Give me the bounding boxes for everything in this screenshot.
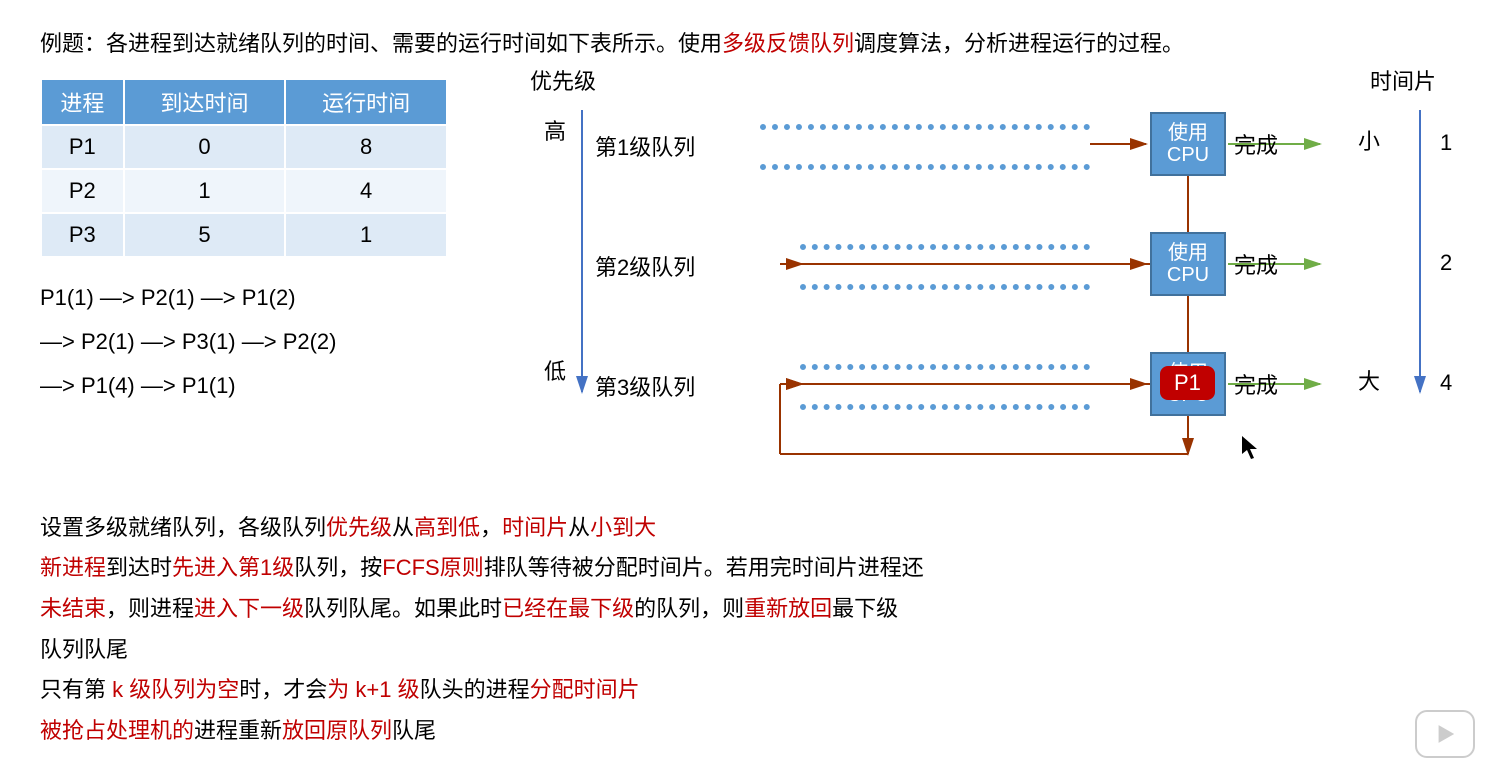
explain-segment: 到达时 — [106, 555, 172, 580]
complete-label: 完成 — [1234, 368, 1278, 400]
explain-segment: 先进入第1级 — [172, 555, 294, 580]
explain-segment: 从 — [392, 515, 414, 540]
table-cell: P1 — [41, 125, 124, 169]
table-cell: P3 — [41, 213, 124, 257]
current-process-badge: P1 — [1160, 366, 1215, 400]
cpu-label-top: 使用 — [1168, 242, 1208, 264]
explain-segment: 放回原队列 — [282, 718, 392, 743]
table-cell: 4 — [285, 169, 447, 213]
queue-label: 第3级队列 — [595, 370, 695, 402]
explain-segment: 进入下一级 — [194, 596, 304, 621]
table-row: P214 — [41, 169, 447, 213]
explain-segment: 队列，按 — [294, 555, 382, 580]
cpu-label-bottom: CPU — [1167, 264, 1209, 286]
queue-lane — [800, 364, 1090, 370]
queue-lane — [760, 164, 1090, 170]
exec-line: P1(1) —> P2(1) —> P1(2) — [40, 276, 500, 320]
explain-segment: 新进程 — [40, 555, 106, 580]
explain-segment: 从 — [568, 515, 590, 540]
table-row: P351 — [41, 213, 447, 257]
explain-segment: 时间片 — [502, 515, 568, 540]
explanation-text: 设置多级就绪队列，各级队列优先级从高到低，时间片从小到大新进程到达时先进入第1级… — [40, 508, 1453, 752]
explain-segment: 只有第 — [40, 677, 112, 702]
explain-segment: 高到低 — [414, 515, 480, 540]
explain-segment: 已经在最下级 — [502, 596, 634, 621]
explain-segment: 重新放回 — [744, 596, 832, 621]
table-cell: 0 — [124, 125, 286, 169]
table-cell: 8 — [285, 125, 447, 169]
explain-segment: 最下级 — [832, 596, 898, 621]
table-cell: 5 — [124, 213, 286, 257]
explain-segment: 优先级 — [326, 515, 392, 540]
explain-segment: 分配时间片 — [530, 677, 640, 702]
explain-segment: ， — [480, 515, 502, 540]
table-cell: 1 — [285, 213, 447, 257]
complete-label: 完成 — [1234, 128, 1278, 160]
complete-label: 完成 — [1234, 248, 1278, 280]
process-table: 进程到达时间运行时间 P108P214P351 — [40, 78, 448, 258]
queue-label: 第2级队列 — [595, 250, 695, 282]
explain-segment: 队列队尾。如果此时 — [304, 596, 502, 621]
explain-segment: 时，才会 — [239, 677, 327, 702]
queue-lane — [760, 124, 1090, 130]
exec-line: —> P1(4) —> P1(1) — [40, 364, 500, 408]
table-header: 到达时间 — [124, 79, 286, 125]
problem-suffix: 调度算法，分析进程运行的过程。 — [854, 31, 1184, 56]
problem-highlight: 多级反馈队列 — [722, 31, 854, 56]
table-header: 运行时间 — [285, 79, 447, 125]
explain-segment: 未结束 — [40, 596, 106, 621]
explain-line: 未结束，则进程进入下一级队列队尾。如果此时已经在最下级的队列，则重新放回最下级 — [40, 589, 1453, 630]
explain-line: 新进程到达时先进入第1级队列，按FCFS原则排队等待被分配时间片。若用完时间片进… — [40, 548, 1453, 589]
exec-line: —> P2(1) —> P3(1) —> P2(2) — [40, 320, 500, 364]
problem-prefix: 例题：各进程到达就绪队列的时间、需要的运行时间如下表所示。使用 — [40, 31, 722, 56]
explain-line: 设置多级就绪队列，各级队列优先级从高到低，时间片从小到大 — [40, 508, 1453, 549]
explain-line: 队列队尾 — [40, 630, 1453, 671]
explain-segment: 的队列，则 — [634, 596, 744, 621]
timeslice-value: 2 — [1440, 250, 1452, 276]
timeslice-value: 4 — [1440, 370, 1452, 396]
queue-lane — [800, 404, 1090, 410]
execution-sequence: P1(1) —> P2(1) —> P1(2)—> P2(1) —> P3(1)… — [40, 276, 500, 408]
queue-lane — [800, 244, 1090, 250]
play-icon — [1415, 710, 1475, 758]
explain-segment: 被抢占处理机的 — [40, 718, 194, 743]
queue-label: 第1级队列 — [595, 130, 695, 162]
queue-diagram: 优先级 高 低 时间片 小 大 第1级队列使用CPU完成1第2级队列使用CPU完… — [500, 64, 1453, 484]
explain-segment: 小到大 — [590, 515, 656, 540]
explain-line: 只有第 k 级队列为空时，才会为 k+1 级队头的进程分配时间片 — [40, 670, 1453, 711]
explain-segment: 队头的进程 — [420, 677, 530, 702]
explain-segment: FCFS原则 — [382, 555, 483, 580]
table-cell: 1 — [124, 169, 286, 213]
explain-line: 被抢占处理机的进程重新放回原队列队尾 — [40, 711, 1453, 752]
explain-segment: 进程重新 — [194, 718, 282, 743]
table-header: 进程 — [41, 79, 124, 125]
explain-segment: 排队等待被分配时间片。若用完时间片进程还 — [484, 555, 924, 580]
table-cell: P2 — [41, 169, 124, 213]
explain-segment: 为 k+1 级 — [327, 677, 419, 702]
explain-segment: 队列队尾 — [40, 637, 128, 662]
explain-segment: 队尾 — [392, 718, 436, 743]
problem-statement: 例题：各进程到达就绪队列的时间、需要的运行时间如下表所示。使用多级反馈队列调度算… — [40, 24, 1453, 64]
table-row: P108 — [41, 125, 447, 169]
queue-lane — [800, 284, 1090, 290]
cpu-label-bottom: CPU — [1167, 144, 1209, 166]
cpu-box: 使用CPU — [1150, 112, 1226, 176]
explain-segment: k 级队列为空 — [112, 677, 239, 702]
timeslice-value: 1 — [1440, 130, 1452, 156]
cpu-label-top: 使用 — [1168, 122, 1208, 144]
explain-segment: ，则进程 — [106, 596, 194, 621]
explain-segment: 设置多级就绪队列，各级队列 — [40, 515, 326, 540]
cpu-box: 使用CPU — [1150, 232, 1226, 296]
